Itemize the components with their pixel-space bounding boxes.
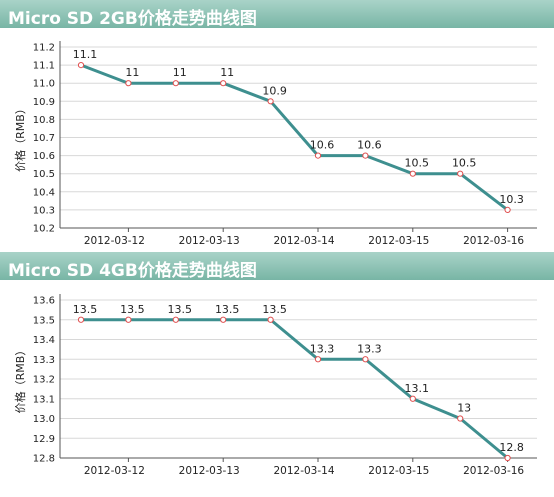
c4gb-data-label: 13.3 [310,342,335,355]
c4gb-y-tick-label: 12.8 [33,454,55,465]
chart-4gb-title-bar: Micro SD 4GB价格走势曲线图 [0,252,554,281]
c2gb-y-tick-label: 10.8 [33,115,55,126]
c4gb-data-label: 13.5 [120,303,145,316]
c4gb-data-point [77,316,85,323]
c4gb-data-label: 13.5 [168,303,193,316]
c2gb-y-tick-label: 10.6 [33,151,55,162]
c2gb-data-point [172,80,179,87]
c2gb-x-tick-label: 2012-03-13 [179,235,240,247]
c4gb-data-point [267,316,274,323]
c4gb-data-point [504,454,511,462]
chart-2gb-title-bar: Micro SD 2GB价格走势曲线图 [0,0,554,29]
c4gb-y-tick-label: 13.0 [33,414,55,425]
c2gb-data-point [267,98,274,105]
c4gb-y-tick-label: 13.1 [33,394,55,405]
chart-2gb-title: Micro SD 2GB价格走势曲线图 [8,9,257,29]
c2gb-data-label: 10.6 [310,139,335,152]
c4gb-y-tick-label: 13.6 [33,296,55,307]
c2gb-data-point [220,80,227,87]
c2gb-y-axis-title: 价格（RMB） [13,103,27,172]
c2gb-y-tick-label: 10.3 [33,205,55,216]
c2gb-data-label: 10.5 [405,157,430,170]
c2gb-data-label: 11 [220,66,234,79]
c4gb-y-tick-label: 13.3 [33,355,55,366]
c4gb-data-label: 13.5 [262,303,287,316]
c4gb-x-tick-label: 2012-03-14 [273,465,334,477]
c2gb-data-point [77,62,85,69]
c2gb-data-label: 10.5 [452,157,477,170]
c2gb-data-point [409,170,416,177]
c2gb-y-tick-label: 11.1 [33,61,55,72]
c4gb-data-label: 13.5 [73,303,98,316]
c4gb-data-point [409,395,416,402]
c2gb-y-tick-label: 10.4 [33,187,55,198]
c2gb-data-label: 10.3 [499,193,524,206]
c2gb-data-label: 11.1 [73,48,98,61]
c2gb-data-label: 10.9 [262,84,287,97]
c2gb-data-point [504,206,511,213]
c4gb-data-label: 12.8 [499,441,524,454]
c4gb-data-label: 13.1 [405,382,430,395]
c4gb-data-label: 13.5 [215,303,240,316]
c2gb-plot: 10.2 10.3 10.4 10.5 10.6 10.7 10.8 10.9 11.0 11.1… [13,41,537,247]
c2gb-y-tick-label: 10.9 [33,97,55,108]
c2gb-y-tick-label: 10.7 [33,133,55,144]
c4gb-y-tick-label: 13.2 [33,375,55,386]
c4gb-plot: 12.8 12.9 13.0 13.1 13.2 13.3 13.4 13.5 13.6 2012… [13,294,537,477]
c2gb-x-tick-label: 2012-03-14 [273,235,334,247]
c4gb-x-tick-label: 2012-03-13 [179,465,240,477]
c2gb-data-label: 10.6 [357,139,382,152]
c4gb-y-tick-label: 12.9 [33,434,55,445]
c4gb-data-label: 13.3 [357,342,382,355]
c2gb-data-point [457,170,464,177]
c4gb-y-tick-label: 13.5 [33,315,55,326]
c4gb-x-tick-label: 2012-03-16 [463,465,524,477]
c2gb-series-line [80,63,509,212]
c2gb-data-label: 11 [173,66,187,79]
c2gb-y-tick-label: 10.5 [33,169,55,180]
c4gb-x-tick-label: 2012-03-15 [368,465,429,477]
c4gb-data-point [362,356,369,363]
c4gb-data-point [125,316,132,323]
c2gb-data-point [314,152,322,159]
c4gb-series-line [81,318,509,460]
c4gb-data-label: 13 [457,402,471,415]
c4gb-data-point [172,316,179,323]
c4gb-data-point [220,316,227,323]
c4gb-y-axis-title: 价格（RMB） [13,345,27,414]
c4gb-data-point [314,356,322,363]
chart-4gb-title: Micro SD 4GB价格走势曲线图 [8,261,257,281]
c2gb-data-label: 11 [125,66,139,79]
c4gb-y-tick-label: 13.4 [33,335,55,346]
c2gb-y-tick-label: 10.2 [33,224,55,235]
c4gb-x-tick-label: 2012-03-12 [84,465,145,477]
c2gb-x-tick-label: 2012-03-15 [368,235,429,247]
c2gb-x-tick-label: 2012-03-12 [84,235,145,247]
c2gb-y-tick-label: 11.0 [33,79,55,90]
c2gb-x-tick-label: 2012-03-16 [463,235,524,247]
c2gb-data-point [125,80,132,87]
c2gb-y-tick-label: 11.2 [33,43,55,54]
c4gb-data-point [457,415,464,422]
c2gb-data-point [362,152,369,159]
